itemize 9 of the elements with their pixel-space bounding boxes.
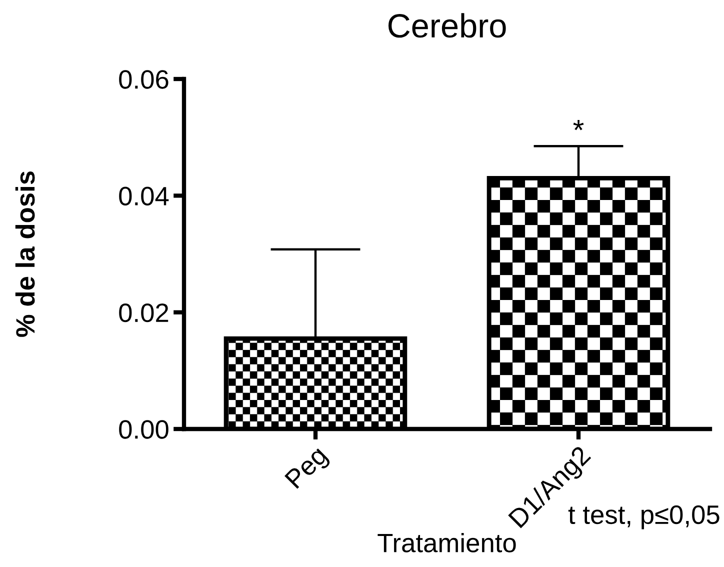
annotation: *	[573, 120, 584, 130]
x-axis-title: Tratamiento	[378, 533, 516, 552]
y-axis-title: % de la dosis	[15, 171, 35, 337]
y-tick-label: 0.02	[119, 303, 168, 322]
chart-title: Cerebro	[388, 13, 506, 38]
y-tick-label: 0.04	[119, 186, 169, 206]
x-tick-label: Peg	[284, 445, 332, 493]
y-tick-label: 0.06	[119, 70, 168, 89]
y-tick-label: 0.00	[119, 420, 168, 439]
